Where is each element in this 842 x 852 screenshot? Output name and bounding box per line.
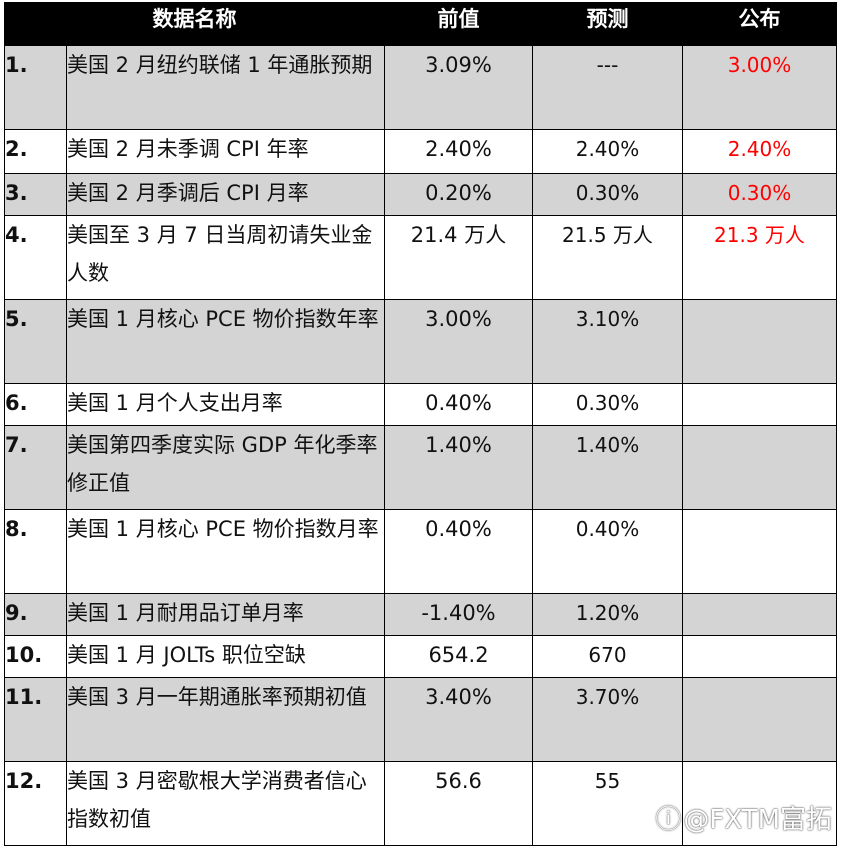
- row-number: 7.: [4, 425, 67, 510]
- row-published: [682, 509, 837, 594]
- row-forecast: 670: [532, 635, 683, 678]
- watermark-text: @FXTM富拓: [683, 805, 832, 835]
- table-row: 2. 美国 2 月未季调 CPI 年率 2.40% 2.40% 2.40%: [4, 129, 837, 174]
- table-row: 5. 美国 1 月核心 PCE 物价指数年率 3.00% 3.10%: [4, 299, 837, 384]
- row-published: [682, 635, 837, 678]
- row-number: 11.: [4, 677, 67, 762]
- header-previous: 前值: [384, 2, 533, 46]
- row-published: 0.30%: [682, 173, 837, 216]
- table-row: 4. 美国至 3 月 7 日当周初请失业金人数 21.4 万人 21.5 万人 …: [4, 215, 837, 300]
- row-forecast: ---: [532, 45, 683, 130]
- row-forecast: 1.20%: [532, 593, 683, 636]
- row-number: 8.: [4, 509, 67, 594]
- row-published: [682, 425, 837, 510]
- row-previous: 654.2: [384, 635, 533, 678]
- row-number: 4.: [4, 215, 67, 300]
- row-name: 美国第四季度实际 GDP 年化季率修正值: [66, 425, 385, 510]
- table-row: 7. 美国第四季度实际 GDP 年化季率修正值 1.40% 1.40%: [4, 425, 837, 510]
- watermark: ⓘ@FXTM富拓: [655, 799, 832, 836]
- row-number: 2.: [4, 129, 67, 174]
- row-previous: 0.40%: [384, 383, 533, 426]
- row-name: 美国 1 月 JOLTs 职位空缺: [66, 635, 385, 678]
- row-name: 美国至 3 月 7 日当周初请失业金人数: [66, 215, 385, 300]
- row-previous: 3.00%: [384, 299, 533, 384]
- economic-data-table: 数据名称 前值 预测 公布 1. 美国 2 月纽约联储 1 年通胀预期 3.09…: [4, 2, 837, 846]
- row-name: 美国 1 月耐用品订单月率: [66, 593, 385, 636]
- row-number: 6.: [4, 383, 67, 426]
- row-forecast: 3.70%: [532, 677, 683, 762]
- row-number: 12.: [4, 761, 67, 846]
- row-previous: 3.40%: [384, 677, 533, 762]
- row-name: 美国 2 月季调后 CPI 月率: [66, 173, 385, 216]
- row-number: 10.: [4, 635, 67, 678]
- table-row: 10. 美国 1 月 JOLTs 职位空缺 654.2 670: [4, 635, 837, 678]
- row-previous: 1.40%: [384, 425, 533, 510]
- row-number: 1.: [4, 45, 67, 130]
- table-row: 1. 美国 2 月纽约联储 1 年通胀预期 3.09% --- 3.00%: [4, 45, 837, 130]
- row-number: 9.: [4, 593, 67, 636]
- row-previous: -1.40%: [384, 593, 533, 636]
- row-published: 3.00%: [682, 45, 837, 130]
- row-forecast: 0.30%: [532, 173, 683, 216]
- row-number: 5.: [4, 299, 67, 384]
- row-previous: 0.20%: [384, 173, 533, 216]
- header-published: 公布: [682, 2, 837, 46]
- table-header-row: 数据名称 前值 预测 公布: [4, 2, 837, 46]
- row-published: [682, 761, 837, 846]
- row-forecast: 3.10%: [532, 299, 683, 384]
- table-row: 8. 美国 1 月核心 PCE 物价指数月率 0.40% 0.40%: [4, 509, 837, 594]
- row-published: [682, 299, 837, 384]
- row-published: [682, 383, 837, 426]
- row-name: 美国 3 月一年期通胀率预期初值: [66, 677, 385, 762]
- row-name: 美国 1 月核心 PCE 物价指数月率: [66, 509, 385, 594]
- row-previous: 21.4 万人: [384, 215, 533, 300]
- row-forecast: 1.40%: [532, 425, 683, 510]
- row-name: 美国 2 月未季调 CPI 年率: [66, 129, 385, 174]
- row-previous: 0.40%: [384, 509, 533, 594]
- row-forecast: 21.5 万人: [532, 215, 683, 300]
- row-forecast: 55: [532, 761, 683, 846]
- row-name: 美国 1 月个人支出月率: [66, 383, 385, 426]
- row-previous: 56.6: [384, 761, 533, 846]
- row-published: [682, 593, 837, 636]
- row-name: 美国 2 月纽约联储 1 年通胀预期: [66, 45, 385, 130]
- row-previous: 2.40%: [384, 129, 533, 174]
- zhihu-logo-icon: ⓘ: [655, 805, 682, 835]
- row-name: 美国 3 月密歇根大学消费者信心指数初值: [66, 761, 385, 846]
- table-row: 12. 美国 3 月密歇根大学消费者信心指数初值 56.6 55: [4, 761, 837, 846]
- row-published: 2.40%: [682, 129, 837, 174]
- table-row: 9. 美国 1 月耐用品订单月率 -1.40% 1.20%: [4, 593, 837, 636]
- row-name: 美国 1 月核心 PCE 物价指数年率: [66, 299, 385, 384]
- table-row: 11. 美国 3 月一年期通胀率预期初值 3.40% 3.70%: [4, 677, 837, 762]
- row-previous: 3.09%: [384, 45, 533, 130]
- row-forecast: 0.40%: [532, 509, 683, 594]
- header-forecast: 预测: [532, 2, 683, 46]
- row-forecast: 2.40%: [532, 129, 683, 174]
- table-row: 3. 美国 2 月季调后 CPI 月率 0.20% 0.30% 0.30%: [4, 173, 837, 216]
- row-published: [682, 677, 837, 762]
- row-number: 3.: [4, 173, 67, 216]
- header-name: 数据名称: [4, 2, 385, 46]
- table-row: 6. 美国 1 月个人支出月率 0.40% 0.30%: [4, 383, 837, 426]
- row-forecast: 0.30%: [532, 383, 683, 426]
- row-published: 21.3 万人: [682, 215, 837, 300]
